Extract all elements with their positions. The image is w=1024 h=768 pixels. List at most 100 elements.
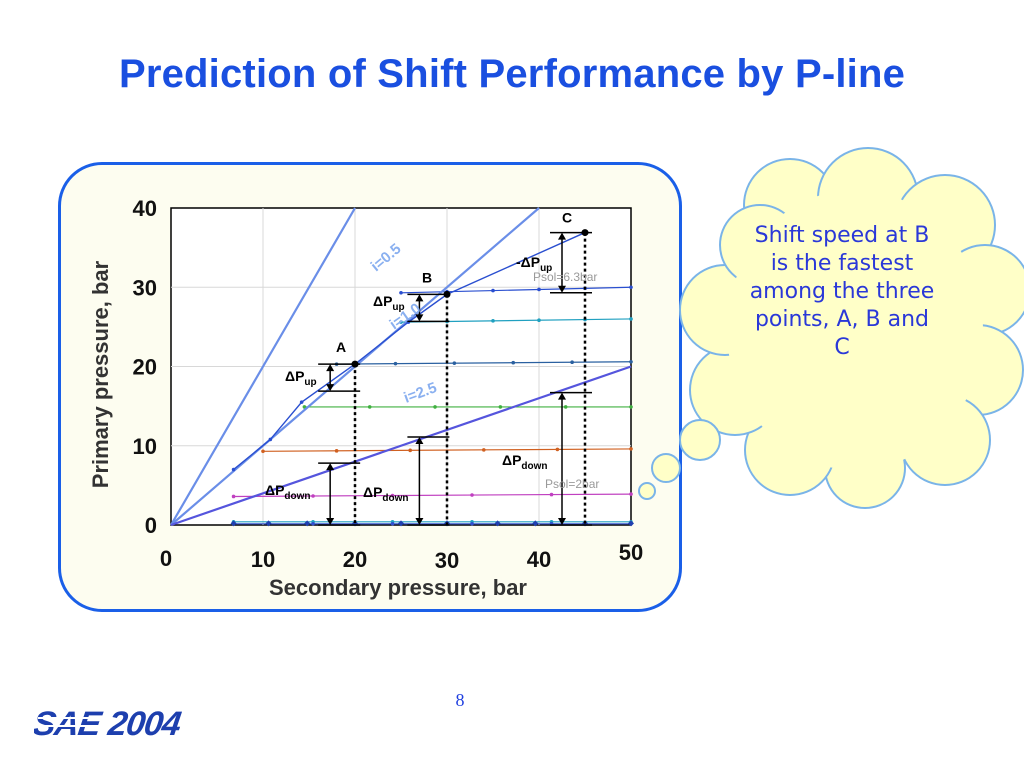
psol-marker [231, 494, 236, 499]
x-tick-label: 40 [527, 547, 551, 572]
dp-down-label-a: ΔPdown [265, 482, 311, 502]
cloud-body [727, 190, 983, 470]
baseline-marker [352, 520, 358, 527]
x-tick-label: 50 [619, 540, 643, 565]
psol-marker [390, 522, 395, 526]
psol-marker [452, 361, 457, 365]
psol-marker [399, 290, 403, 295]
operating-point [581, 229, 589, 237]
baseline-marker [304, 520, 311, 527]
psol-marker [629, 359, 633, 364]
y-tick-label: 40 [133, 196, 157, 221]
psol-marker [470, 522, 474, 526]
psol-marker [629, 447, 633, 451]
delta-down-arrow-head-top [415, 437, 424, 445]
psol-marker [629, 317, 633, 321]
psol-marker [367, 405, 372, 409]
psol-marker [302, 405, 307, 409]
slide-title: Prediction of Shift Performance by P-lin… [118, 52, 906, 96]
operating-point [351, 360, 359, 368]
psol-marker [390, 493, 395, 498]
delta-up-arrow-head-top [558, 232, 566, 240]
psol-marker [629, 405, 633, 409]
psol-marker [393, 361, 398, 366]
psol-marker [537, 287, 541, 292]
cloud-bubble-small [638, 482, 656, 500]
sae-logo: SAE 2004 [34, 705, 184, 743]
delta-down-arrow-head-bottom [415, 518, 424, 525]
dp-up-label-c: -ΔPup [516, 254, 552, 274]
y-axis-label: Primary pressure, bar [88, 260, 113, 488]
cloud-bubble-medium [651, 453, 681, 483]
baseline-marker [532, 520, 539, 527]
x-tick-label: 10 [251, 547, 275, 572]
chart-panel: 0 10 20 30 40 50 0 10 20 30 40 Secondary pressure, … [58, 162, 682, 612]
psol-line [233, 493, 632, 498]
delta-down-arrow-head-bottom [558, 518, 566, 525]
delta-up-arrow-head-bottom [558, 285, 566, 293]
psol-marker [311, 522, 315, 526]
delta-up-arrow-head-top [415, 294, 424, 302]
shift-curve-marker [299, 400, 304, 404]
point-label: A [336, 339, 346, 355]
psol-line [400, 286, 632, 294]
psol-line [336, 361, 632, 365]
baseline-marker [265, 520, 272, 527]
ratio-line [170, 207, 356, 526]
psol-marker [629, 285, 633, 290]
dp-up-label-a: ΔPup [285, 368, 317, 388]
psol-line [262, 448, 632, 452]
psol-marker [570, 360, 574, 365]
x-tick-label: 30 [435, 548, 459, 573]
delta-down-arrow-head-top [326, 463, 335, 471]
psol-marker [563, 405, 568, 409]
psol-low-label: Psol=2bar [545, 477, 599, 491]
sae-logo-text: SAE 2004 [34, 705, 184, 743]
operating-point [443, 290, 451, 298]
psol-marker [482, 448, 486, 452]
psol-marker [511, 360, 516, 365]
x-tick-label: 20 [343, 547, 367, 572]
x-tick-label: 0 [160, 546, 172, 571]
shift-curve-marker [268, 437, 273, 442]
callout-text: Shift speed at B is the fastest among th… [749, 223, 935, 360]
page-number: 8 [455, 690, 465, 710]
psol-marker [433, 405, 437, 409]
psol-marker [334, 449, 339, 453]
psol-marker [261, 449, 265, 454]
psol-marker [311, 494, 315, 498]
point-label: B [422, 269, 432, 285]
delta-up-arrow-head-top [326, 364, 335, 372]
y-tick-label: 0 [145, 513, 157, 538]
y-tick-label: 20 [133, 355, 157, 380]
shift-curve-marker [231, 467, 236, 472]
baseline-marker [628, 520, 634, 527]
psol-marker [470, 493, 474, 497]
point-label: C [562, 210, 572, 226]
baseline-marker [398, 520, 404, 527]
psol-marker [537, 318, 541, 323]
psol-marker [491, 319, 495, 323]
thought-cloud-shape [638, 147, 1024, 509]
delta-down-arrow-head-bottom [326, 518, 335, 525]
psol-marker [549, 492, 554, 497]
baseline-marker [494, 520, 501, 527]
delta-up-arrow-head-bottom [326, 384, 335, 392]
psol-marker [491, 288, 495, 293]
psol-high-label: Psol=6.3bar [533, 270, 597, 284]
psol-marker [498, 405, 503, 409]
x-axis-label: Secondary pressure, bar [269, 575, 527, 600]
y-tick-label: 30 [133, 275, 157, 300]
baseline-marker [230, 520, 237, 527]
dp-down-label-b: ΔPdown [363, 484, 409, 504]
psol-marker [555, 447, 560, 452]
y-tick-label: 10 [133, 434, 157, 459]
delta-up-arrow-head-bottom [415, 314, 424, 322]
dp-down-label-c: ΔPdown [502, 452, 548, 472]
psol-marker [408, 448, 413, 453]
delta-down-arrow-head-top [558, 392, 566, 400]
psol-marker [629, 492, 633, 496]
dp-up-label-b: ΔPup [373, 293, 405, 313]
